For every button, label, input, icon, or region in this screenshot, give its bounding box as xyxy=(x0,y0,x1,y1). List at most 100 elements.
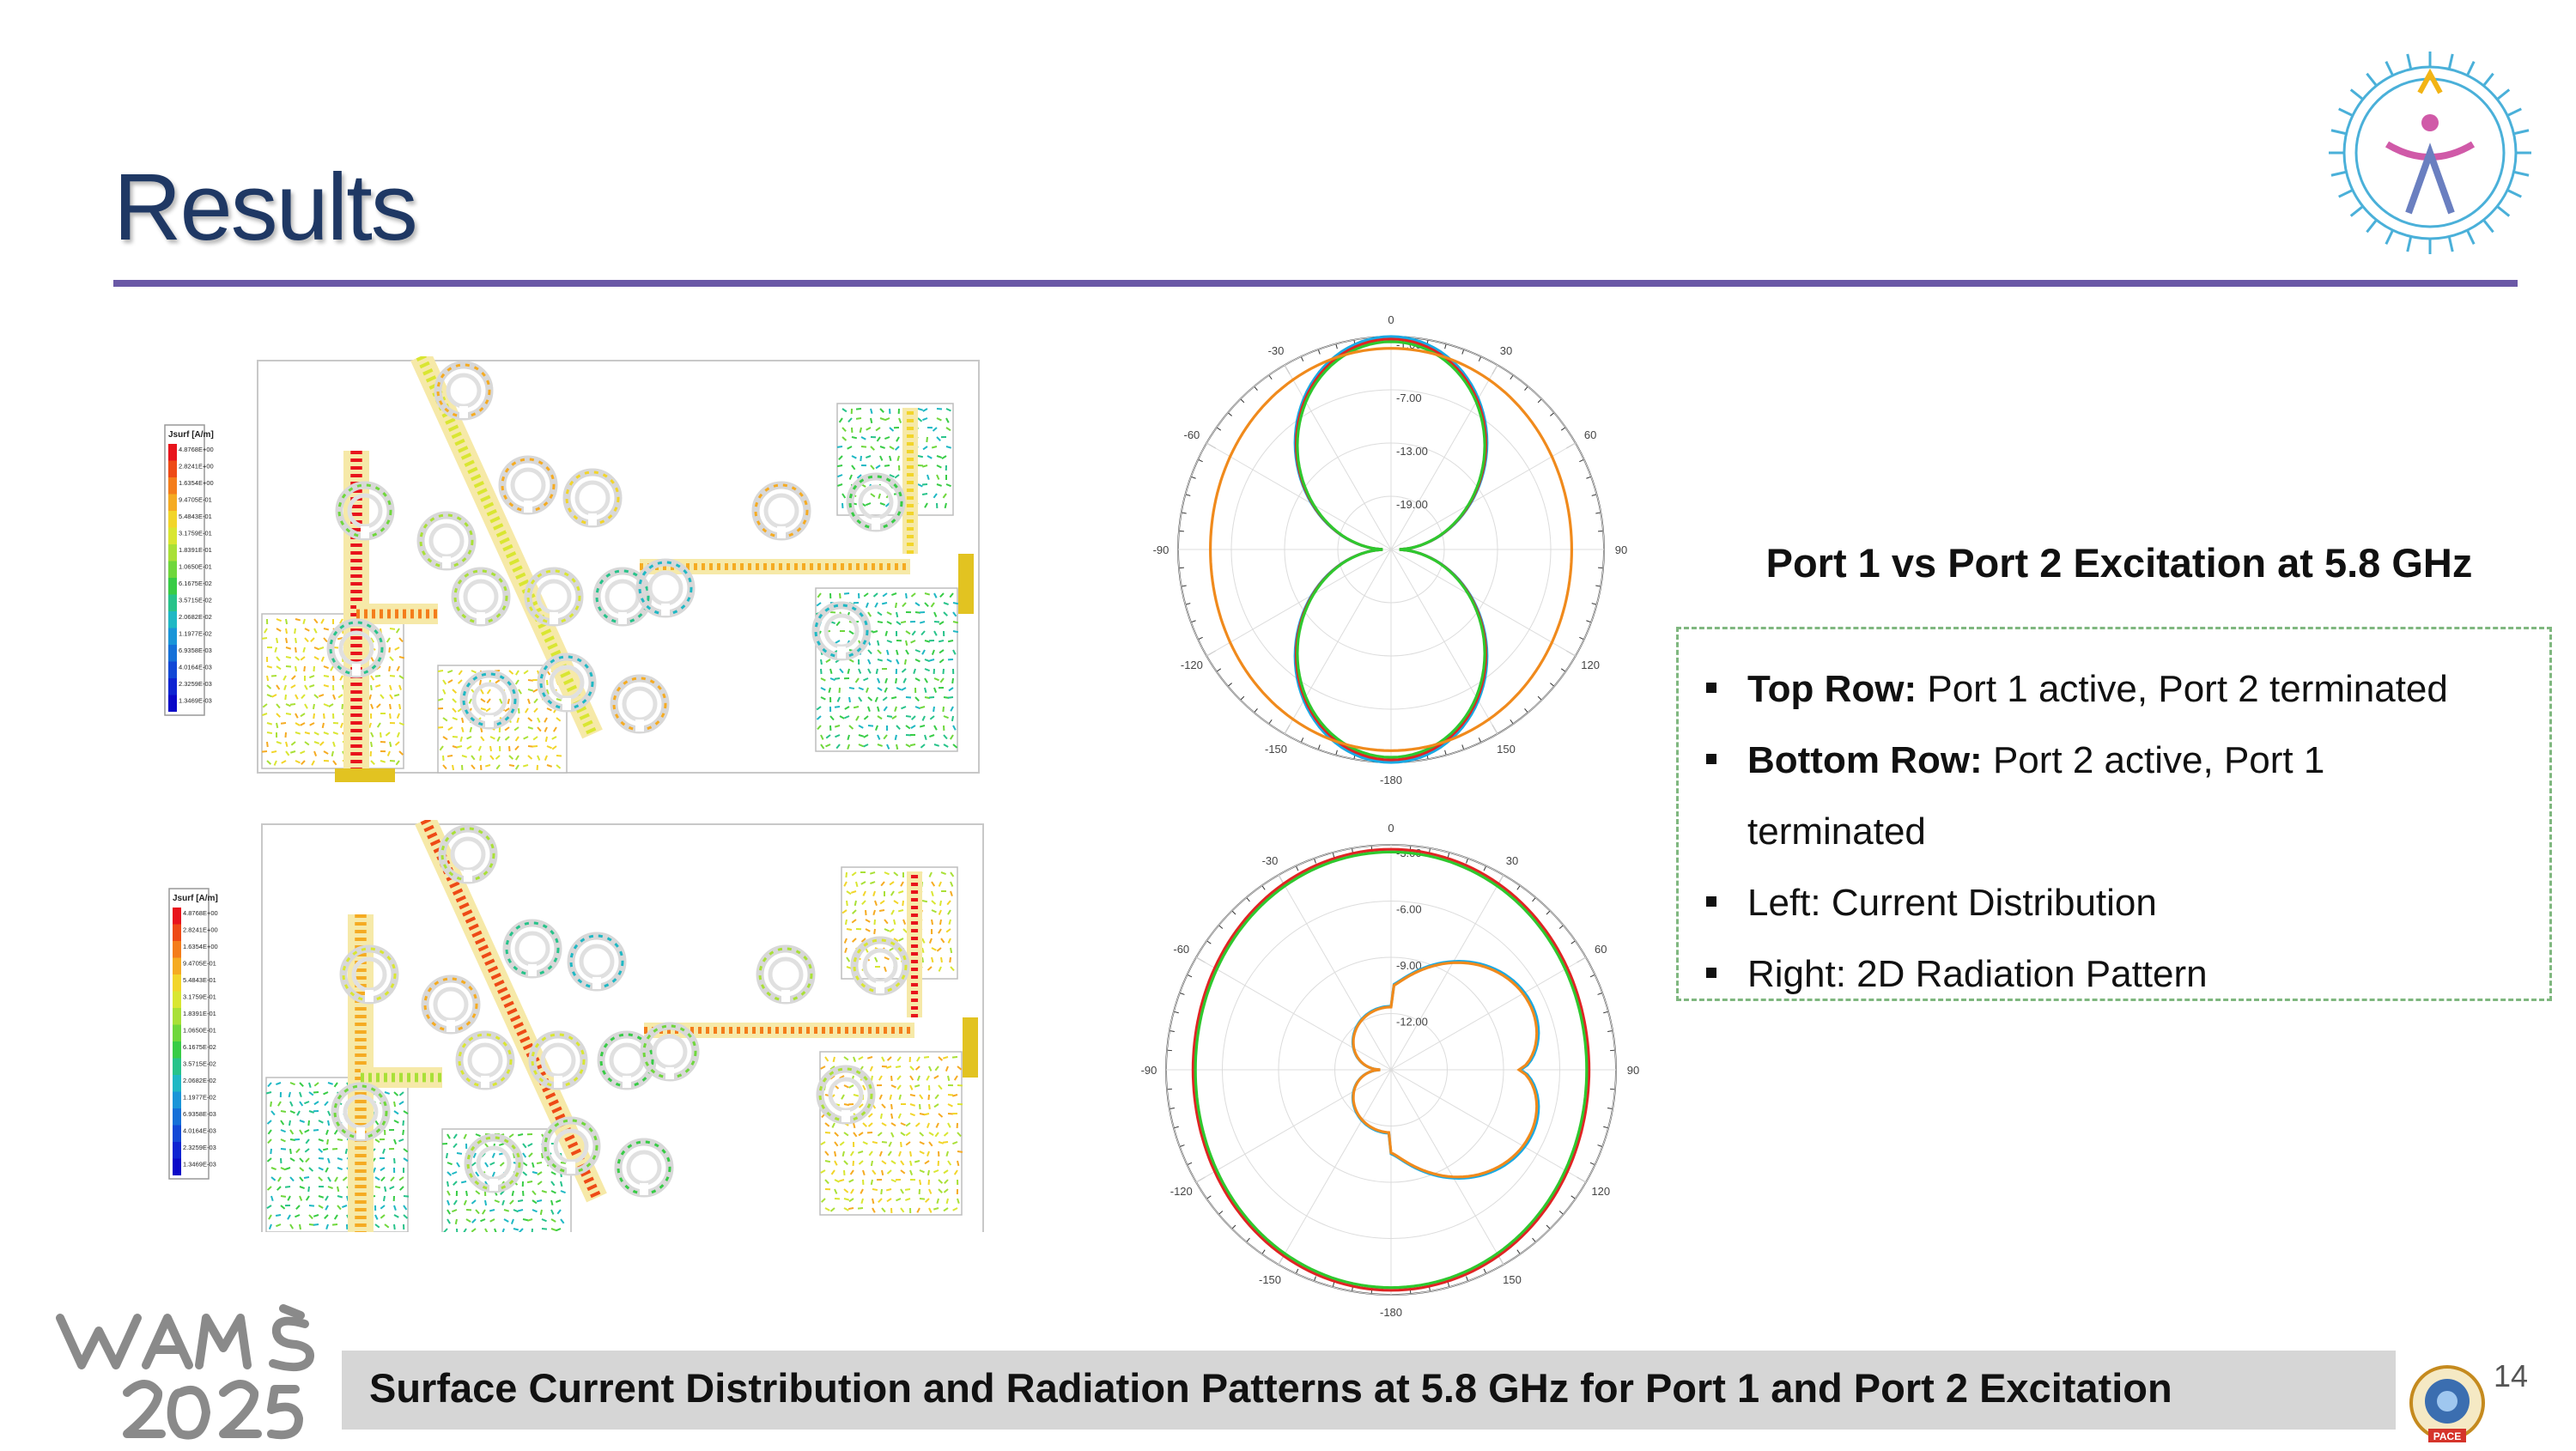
bullet-square-icon xyxy=(1706,754,1716,764)
angle-tick-label: -60 xyxy=(1184,428,1200,441)
angle-tick-label: -120 xyxy=(1170,1185,1193,1198)
comparison-heading: Port 1 vs Port 2 Excitation at 5.8 GHz xyxy=(1741,539,2497,586)
angle-tick-label: 0 xyxy=(1388,313,1394,326)
angle-tick-label: 0 xyxy=(1388,822,1394,835)
polar-grid xyxy=(1166,845,1616,1295)
port-2-connector xyxy=(963,1017,978,1078)
legend-swatch xyxy=(168,595,177,612)
angle-tick-label: -30 xyxy=(1262,854,1279,867)
legend-swatch xyxy=(168,678,177,695)
port-1-connector xyxy=(335,768,395,782)
legend-value: 3.1759E-01 xyxy=(183,993,216,1001)
slide-title: Results xyxy=(113,153,416,262)
legend-swatch xyxy=(173,1108,181,1126)
legend-value: 4.0164E-03 xyxy=(183,1127,216,1135)
legend-swatch xyxy=(168,544,177,562)
legend-value: 1.1977E-02 xyxy=(179,630,212,638)
legend-swatch xyxy=(173,1142,181,1159)
split-ring-resonator xyxy=(425,979,477,1032)
bullet-square-icon xyxy=(1706,683,1716,693)
angle-tick-label: -150 xyxy=(1265,743,1287,756)
angle-tick-label: 90 xyxy=(1627,1064,1639,1077)
legend-swatch xyxy=(168,477,177,495)
pace-seal: PACE xyxy=(2404,1363,2490,1446)
port-2-connector xyxy=(958,554,974,614)
legend-swatch xyxy=(168,645,177,662)
legend-value: 4.0164E-03 xyxy=(179,664,212,671)
angle-tick-label: -120 xyxy=(1181,659,1203,671)
legend-value: 1.0650E-01 xyxy=(183,1027,216,1035)
legend-swatch xyxy=(168,611,177,628)
current-field xyxy=(841,867,957,979)
bullet-list: Top Row: Port 1 active, Port 2 terminate… xyxy=(1676,627,2552,1001)
radial-tick-label: -13.00 xyxy=(1396,445,1428,458)
split-ring-resonator xyxy=(756,485,807,538)
current-legend: Jsurf [A/m]4.8768E+002.8241E+001.6354E+0… xyxy=(165,425,214,715)
split-ring-resonator xyxy=(459,1035,511,1088)
legend-value: 5.4843E-01 xyxy=(179,513,212,520)
angle-tick-label: 60 xyxy=(1584,428,1596,441)
angle-tick-label: -150 xyxy=(1259,1273,1281,1286)
legend-title: Jsurf [A/m] xyxy=(168,430,214,440)
legend-title: Jsurf [A/m] xyxy=(173,894,218,903)
legend-value: 1.1977E-02 xyxy=(183,1094,216,1102)
angle-tick-label: -180 xyxy=(1380,1306,1402,1319)
legend-swatch xyxy=(173,958,181,975)
legend-value: 2.0682E-02 xyxy=(183,1077,216,1084)
legend-value: 3.5715E-02 xyxy=(179,597,212,604)
legend-value: 6.1675E-02 xyxy=(183,1043,216,1051)
legend-swatch xyxy=(173,908,181,925)
title-divider xyxy=(113,280,2518,287)
angle-tick-label: -180 xyxy=(1380,774,1402,786)
legend-swatch xyxy=(168,495,177,512)
conference-logo xyxy=(52,1296,335,1451)
radial-tick-label: -19.00 xyxy=(1396,498,1428,511)
bullet-bottom-row: Bottom Row: Port 2 active, Port 1 xyxy=(1747,725,2532,796)
split-ring-resonator xyxy=(507,923,558,976)
current-field xyxy=(820,1052,963,1215)
figure-caption-text: Surface Current Distribution and Radiati… xyxy=(369,1364,2172,1412)
split-ring-resonator xyxy=(455,571,507,624)
page-number: 14 xyxy=(2494,1358,2528,1394)
split-ring-resonator xyxy=(567,472,618,525)
legend-swatch xyxy=(173,1092,181,1109)
legend-value: 1.8391E-01 xyxy=(179,546,212,554)
angle-tick-label: 150 xyxy=(1497,743,1516,756)
legend-value: 6.9358E-03 xyxy=(179,647,212,654)
legend-value: 2.0682E-02 xyxy=(179,613,212,621)
legend-swatch xyxy=(173,1159,181,1176)
legend-swatch xyxy=(173,1008,181,1025)
radial-tick-label: -6.00 xyxy=(1396,903,1422,916)
legend-value: 1.6354E+00 xyxy=(183,943,218,950)
legend-value: 4.8768E+00 xyxy=(179,446,214,453)
figure-caption: Surface Current Distribution and Radiati… xyxy=(342,1351,2396,1430)
legend-value: 6.1675E-02 xyxy=(179,580,212,587)
split-ring-resonator xyxy=(618,1142,670,1195)
legend-swatch xyxy=(173,1126,181,1143)
bullet-square-icon xyxy=(1706,896,1716,907)
legend-value: 6.9358E-03 xyxy=(183,1110,216,1118)
legend-swatch xyxy=(168,511,177,528)
legend-swatch xyxy=(168,578,177,595)
legend-value: 5.4843E-01 xyxy=(183,976,216,984)
svg-text:PACE: PACE xyxy=(2433,1430,2461,1442)
legend-swatch xyxy=(173,941,181,958)
legend-value: 2.8241E+00 xyxy=(183,926,218,934)
angle-tick-label: 120 xyxy=(1581,659,1600,671)
legend-swatch xyxy=(173,974,181,992)
legend-value: 9.4705E-01 xyxy=(183,960,216,968)
legend-swatch xyxy=(173,1075,181,1092)
legend-value: 4.8768E+00 xyxy=(183,909,218,917)
current-legend: Jsurf [A/m] 4.8768E+00 2.8241E+00 1.6354E+0… xyxy=(169,889,218,1179)
legend-swatch xyxy=(173,925,181,942)
angle-tick-label: 60 xyxy=(1595,943,1607,956)
split-ring-resonator xyxy=(421,515,472,568)
split-ring-resonator xyxy=(571,936,623,989)
current-distribution-port2: Jsurf [A/m] 4.8768E+00 2.8241E+00 1.6354E+0… xyxy=(167,820,992,1232)
split-ring-resonator xyxy=(760,949,811,1002)
legend-swatch xyxy=(168,562,177,579)
legend-value: 3.5715E-02 xyxy=(183,1060,216,1068)
legend-swatch xyxy=(168,662,177,679)
bullet-left-description: Left: Current Distribution xyxy=(1747,867,2532,938)
